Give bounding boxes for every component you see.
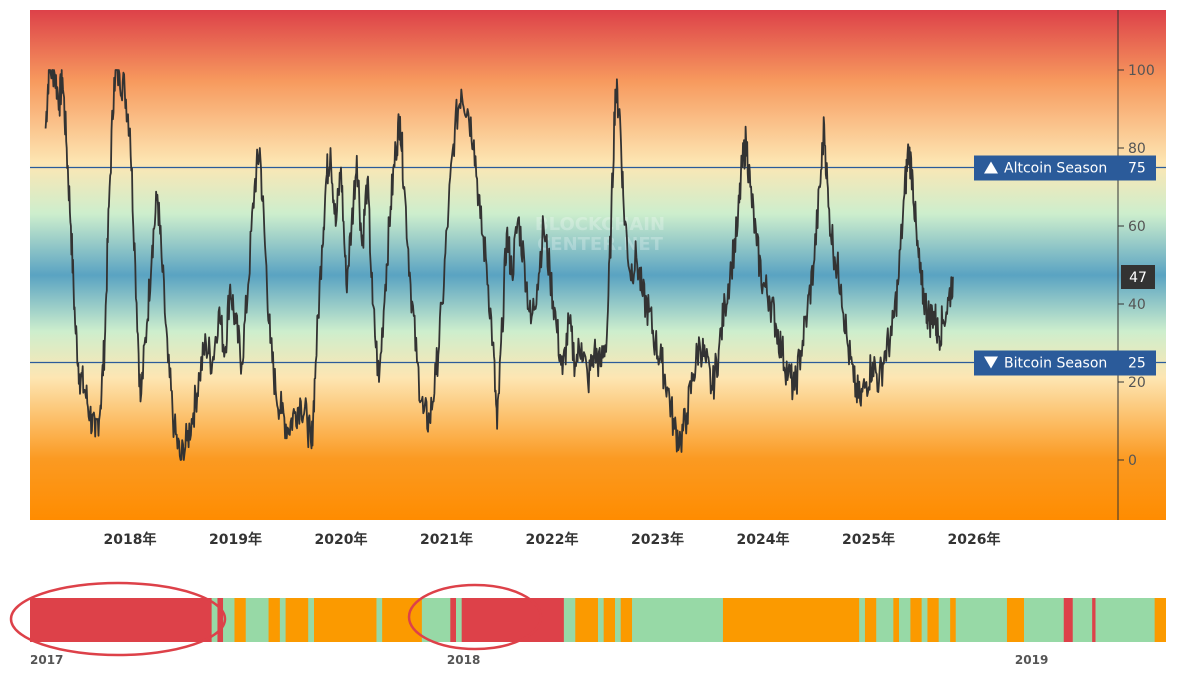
y-tick-label: 20 bbox=[1128, 375, 1146, 391]
navigator-segment bbox=[1072, 598, 1093, 642]
navigator-segment bbox=[382, 598, 422, 642]
navigator-segment bbox=[620, 598, 633, 642]
x-tick-label: 2019年 bbox=[209, 531, 262, 548]
navigator-segment bbox=[279, 598, 286, 642]
navigator-segment bbox=[285, 598, 309, 642]
navigator-segment bbox=[30, 598, 212, 642]
navigator-segment bbox=[223, 598, 235, 642]
y-tick-label: 0 bbox=[1128, 453, 1137, 469]
navigator-segment bbox=[1154, 598, 1166, 642]
navigator-labels: 2017 2018 2019 bbox=[30, 653, 1048, 667]
navigator-segment bbox=[450, 598, 456, 642]
navigator-segment bbox=[927, 598, 939, 642]
navigator-segment bbox=[461, 598, 564, 642]
navigator-segment bbox=[234, 598, 246, 642]
navigator-segment bbox=[211, 598, 218, 642]
navigator-label: 2019 bbox=[1015, 653, 1048, 667]
navigator-label: 2017 bbox=[30, 653, 63, 667]
navigator-segments bbox=[30, 598, 1166, 642]
highlight-ellipse-2017 bbox=[9, 581, 227, 657]
watermark-line-1: BLOCKCHAIN bbox=[535, 214, 665, 235]
navigator-segment bbox=[1006, 598, 1024, 642]
threshold-flags: Altcoin Season 75 Bitcoin Season 25 bbox=[974, 155, 1156, 376]
navigator-segment bbox=[563, 598, 576, 642]
series-line bbox=[44, 69, 954, 461]
navigator-segment bbox=[603, 598, 616, 642]
navigator-segment bbox=[268, 598, 280, 642]
navigator-segment bbox=[893, 598, 900, 642]
navigator-segment bbox=[864, 598, 877, 642]
navigator-segment bbox=[632, 598, 723, 642]
watermark-line-2: CENTER.NET bbox=[537, 234, 664, 255]
y-tick-label: 100 bbox=[1128, 63, 1155, 79]
triangle-up-icon bbox=[984, 161, 998, 174]
x-tick-label: 2022年 bbox=[526, 531, 579, 548]
navigator-segment bbox=[217, 598, 224, 642]
threshold-label: Altcoin Season bbox=[1004, 161, 1107, 177]
y-tick-label: 60 bbox=[1128, 219, 1146, 235]
current-value-box bbox=[1121, 265, 1155, 289]
navigator-segment bbox=[376, 598, 383, 642]
y-tick-label: 80 bbox=[1128, 141, 1146, 157]
threshold-flag: Bitcoin Season 25 bbox=[974, 350, 1156, 376]
navigator-segment bbox=[1092, 598, 1096, 642]
navigator-segment bbox=[899, 598, 911, 642]
navigator-segment bbox=[421, 598, 451, 642]
x-tick-label: 2021年 bbox=[420, 531, 473, 548]
threshold-value: 75 bbox=[1128, 161, 1146, 177]
navigator-segment bbox=[308, 598, 314, 642]
threshold-value: 25 bbox=[1128, 356, 1146, 372]
navigator-segment bbox=[575, 598, 598, 642]
x-tick-label: 2024年 bbox=[737, 531, 790, 548]
x-axis: 2018年 2019年 2020年 2021年 2022年 2023年 2024年 2025年… bbox=[104, 531, 1001, 548]
navigator-segment bbox=[598, 598, 604, 642]
y-tick-label: 40 bbox=[1128, 297, 1146, 313]
navigator-label: 2018 bbox=[447, 653, 480, 667]
navigator-segment bbox=[876, 598, 894, 642]
current-value-flag: 47 bbox=[1121, 265, 1155, 289]
x-tick-label: 2018年 bbox=[104, 531, 157, 548]
navigator-segment bbox=[456, 598, 462, 642]
range-navigator[interactable]: 2017 2018 2019 bbox=[9, 581, 1166, 667]
triangle-down-icon bbox=[984, 356, 998, 369]
navigator-segment bbox=[955, 598, 1007, 642]
x-tick-label: 2026年 bbox=[948, 531, 1001, 548]
navigator-segment bbox=[910, 598, 922, 642]
threshold-flag-box bbox=[974, 155, 1156, 181]
x-tick-label: 2020年 bbox=[315, 531, 368, 548]
navigator-segment bbox=[938, 598, 951, 642]
threshold-label: Bitcoin Season bbox=[1004, 356, 1107, 372]
current-value-label: 47 bbox=[1129, 270, 1147, 286]
navigator-segment bbox=[1024, 598, 1064, 642]
navigator-segment bbox=[1063, 598, 1073, 642]
navigator-segment bbox=[950, 598, 956, 642]
threshold-flag-box bbox=[974, 350, 1156, 376]
plot-background bbox=[30, 10, 1166, 520]
navigator-segment bbox=[722, 598, 860, 642]
navigator-segment bbox=[1095, 598, 1155, 642]
navigator-segment bbox=[314, 598, 377, 642]
highlight-ellipse-2018 bbox=[407, 583, 543, 651]
navigator-segment bbox=[921, 598, 928, 642]
navigator-segment bbox=[859, 598, 865, 642]
x-tick-label: 2025年 bbox=[842, 531, 895, 548]
threshold-flag: Altcoin Season 75 bbox=[974, 155, 1156, 181]
navigator-segment bbox=[245, 598, 269, 642]
watermark: BLOCKCHAIN CENTER.NET bbox=[535, 214, 665, 255]
y-axis: 0 20 40 60 80 100 bbox=[1118, 63, 1155, 469]
x-tick-label: 2023年 bbox=[631, 531, 684, 548]
navigator-segment bbox=[615, 598, 621, 642]
